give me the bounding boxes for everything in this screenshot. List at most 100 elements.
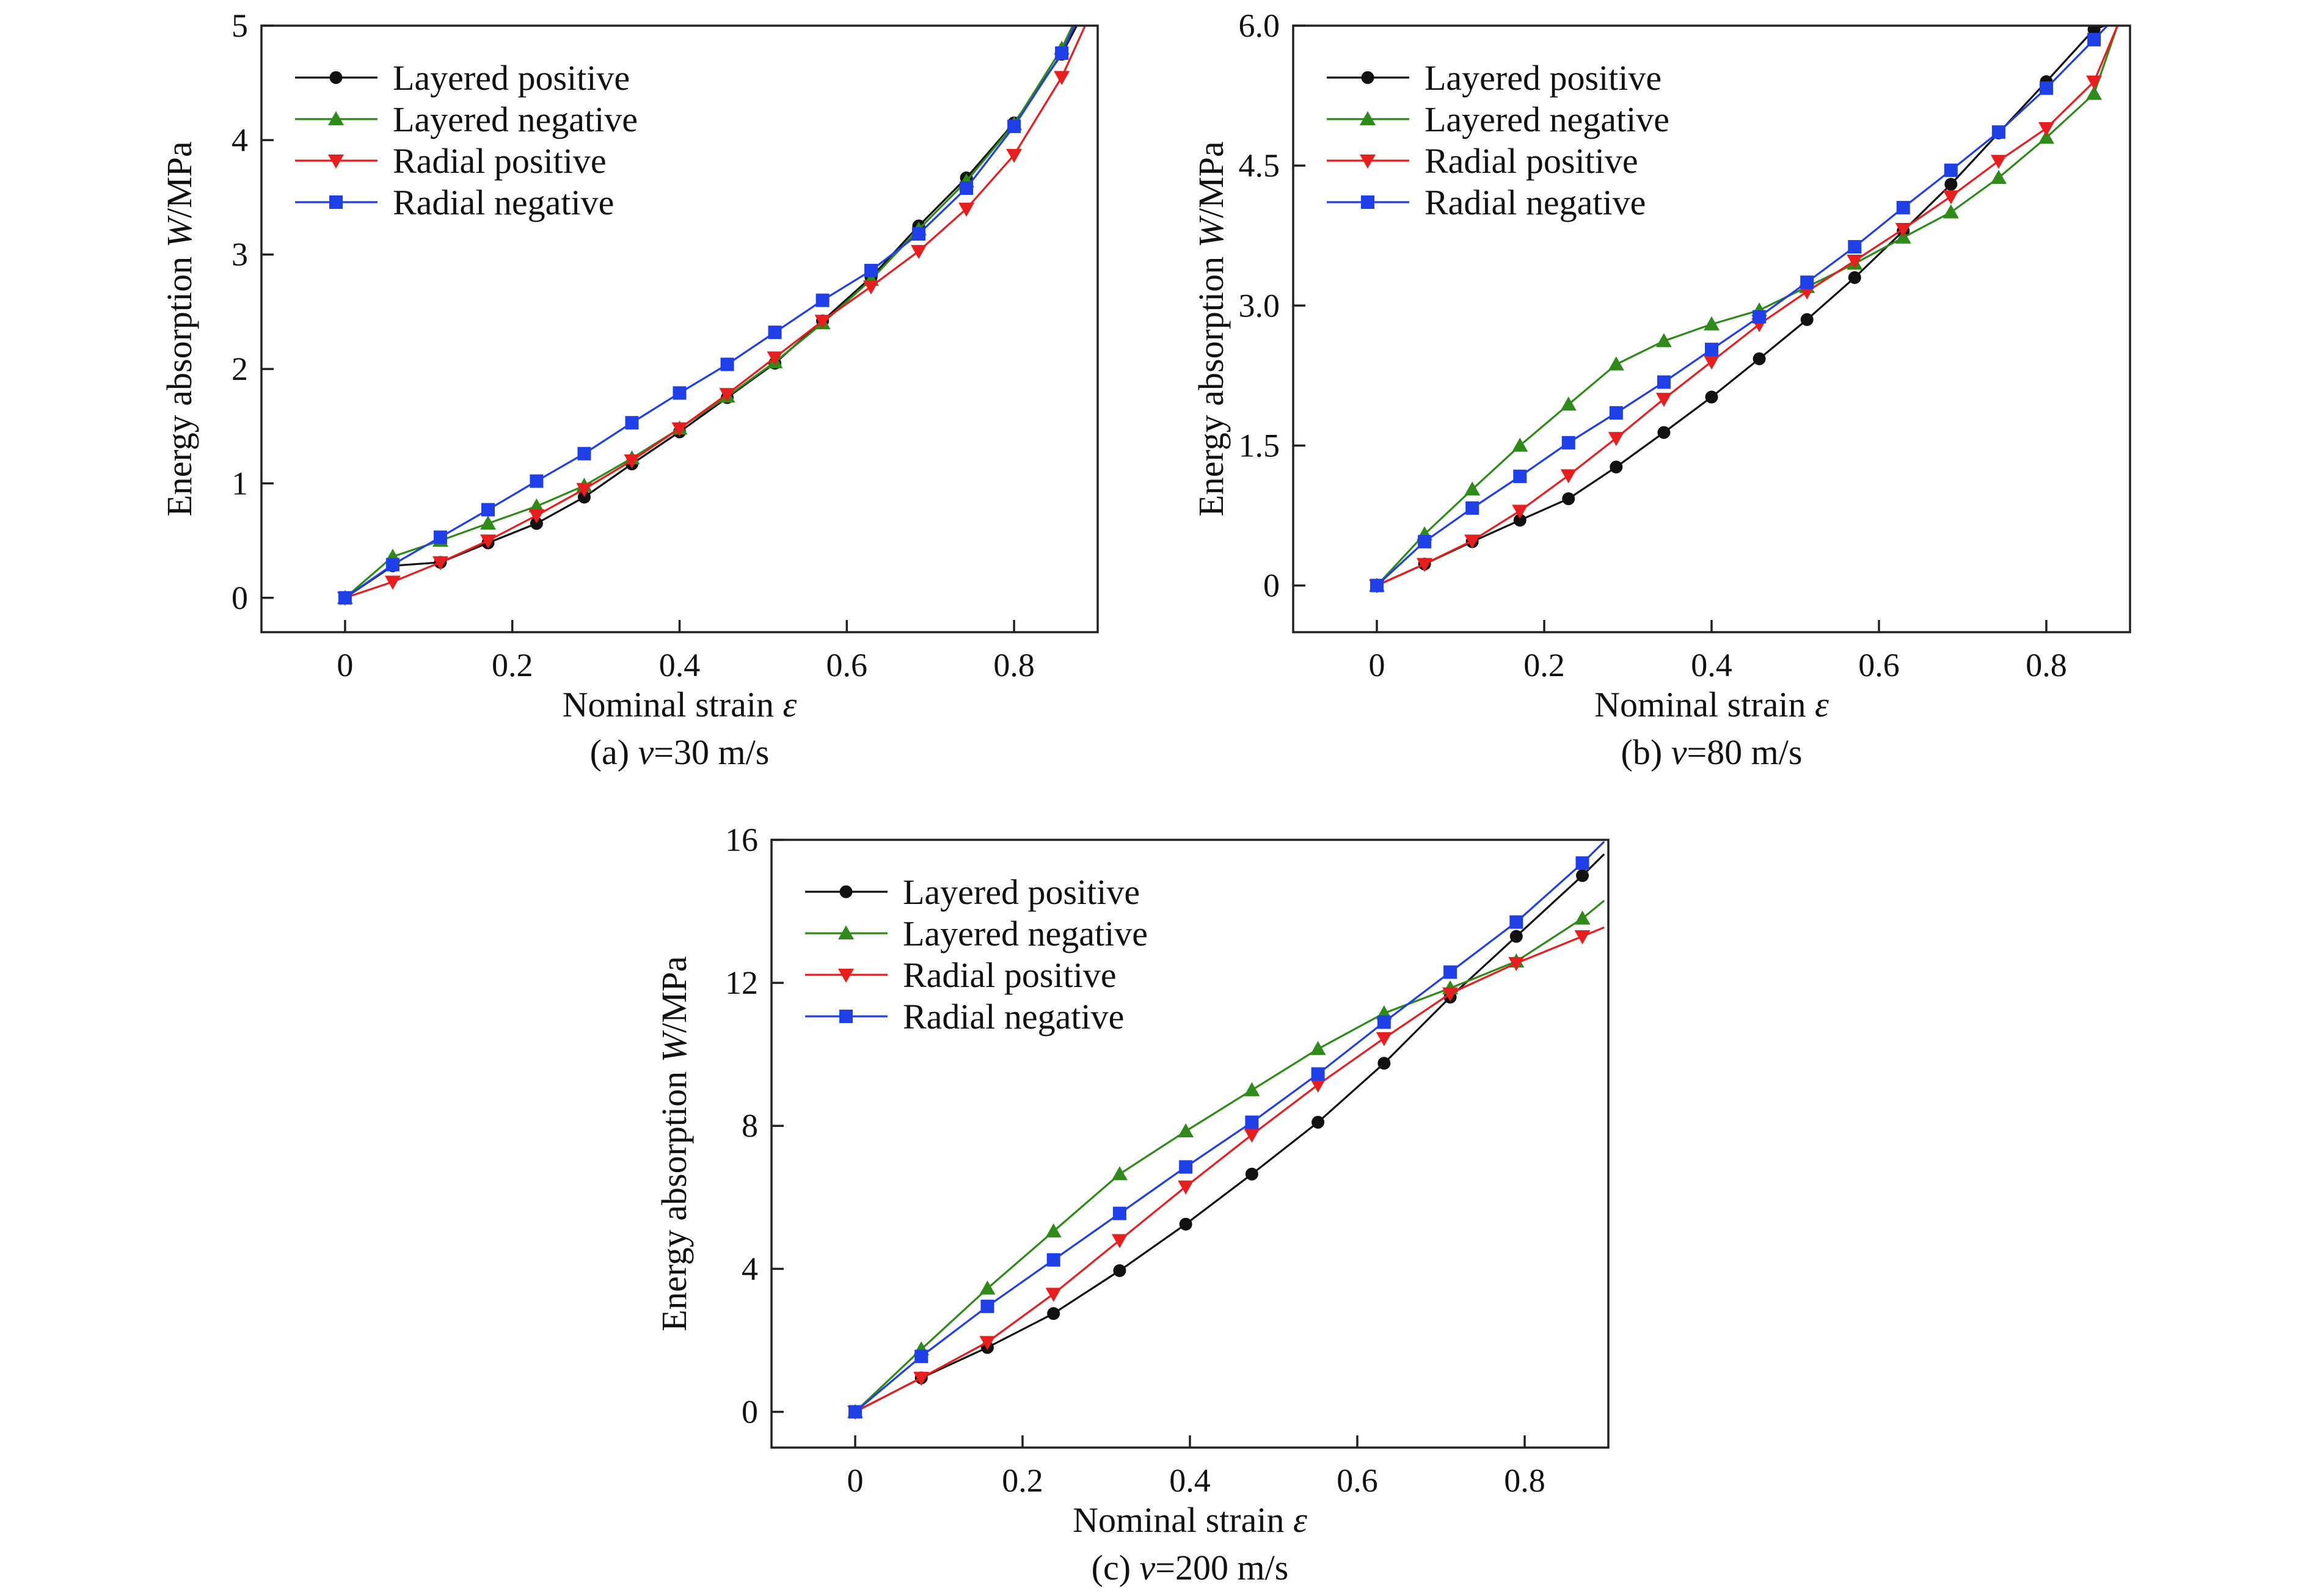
x-axis-label-var-a: ε bbox=[782, 685, 797, 724]
data-point-b-1-6 bbox=[1655, 333, 1672, 348]
data-point-c-3-11 bbox=[1575, 856, 1589, 870]
y-axis-label-var-a: W bbox=[159, 215, 199, 247]
caption-var-b: v bbox=[1671, 732, 1687, 772]
data-point-b-0-3 bbox=[1513, 514, 1527, 527]
data-point-b-3-12 bbox=[1944, 163, 1958, 177]
data-point-c-2-2 bbox=[979, 1336, 996, 1350]
data-point-b-3-15 bbox=[2087, 32, 2101, 46]
y-tick-label-a-4: 4 bbox=[232, 122, 248, 158]
data-point-a-2-13 bbox=[958, 202, 975, 217]
data-point-b-3-13 bbox=[1991, 125, 2005, 139]
y-tick-label-c-0: 0 bbox=[742, 1393, 758, 1430]
x-axis-label-text-b: Nominal strain bbox=[1594, 685, 1815, 724]
data-point-c-3-4 bbox=[1112, 1206, 1126, 1220]
data-point-a-2-1 bbox=[384, 575, 401, 590]
legend-label-a-1: Layered negative bbox=[393, 100, 638, 139]
data-point-a-3-6 bbox=[625, 416, 639, 430]
x-axis-label-var-b: ε bbox=[1815, 685, 1829, 724]
x-tick-label-b-3: 0.6 bbox=[1858, 647, 1900, 683]
y-axis-label-c: Energy absorption W/MPa bbox=[654, 956, 694, 1331]
y-axis-label-unit-a: /MPa bbox=[159, 141, 199, 218]
y-tick-label-a-3: 3 bbox=[232, 236, 248, 273]
legend-marker-b-0 bbox=[1361, 71, 1374, 84]
y-axis-label-var-b: W bbox=[1191, 215, 1231, 247]
data-point-a-3-8 bbox=[720, 357, 734, 371]
legend-label-b-2: Radial positive bbox=[1424, 141, 1638, 181]
data-point-a-0-5 bbox=[577, 490, 591, 504]
y-axis-label-unit-b: /MPa bbox=[1191, 141, 1231, 218]
data-point-c-2-5 bbox=[1178, 1180, 1194, 1195]
data-point-c-3-0 bbox=[848, 1405, 862, 1419]
data-point-c-0-11 bbox=[1576, 869, 1589, 883]
data-point-a-2-4 bbox=[528, 509, 545, 523]
data-point-b-3-11 bbox=[1896, 200, 1910, 214]
data-point-b-3-14 bbox=[2040, 81, 2053, 95]
data-point-c-1-3 bbox=[1045, 1223, 1062, 1237]
caption-prefix-c: (c) bbox=[1092, 1548, 1140, 1587]
data-point-c-3-7 bbox=[1311, 1067, 1325, 1081]
data-point-b-0-5 bbox=[1610, 461, 1623, 474]
data-point-c-0-7 bbox=[1311, 1115, 1325, 1129]
y-tick-label-a-0: 0 bbox=[232, 580, 248, 616]
panel-a-series bbox=[337, 26, 1086, 606]
data-point-a-1-4 bbox=[528, 498, 545, 512]
data-point-c-3-9 bbox=[1443, 965, 1457, 979]
y-axis-label-unit-c: /MPa bbox=[654, 956, 694, 1033]
legend-marker-c-1 bbox=[838, 925, 854, 939]
x-tick-label-b-1: 0.2 bbox=[1523, 647, 1565, 683]
y-axis-label-text-c: Energy absorption bbox=[654, 1062, 694, 1331]
data-point-c-1-2 bbox=[979, 1280, 996, 1295]
legend-marker-c-3 bbox=[839, 1010, 853, 1023]
y-tick-label-b-4: 6.0 bbox=[1239, 7, 1280, 44]
data-point-a-2-2 bbox=[432, 556, 448, 570]
legend-label-c-1: Layered negative bbox=[903, 914, 1148, 953]
y-tick-label-c-4: 16 bbox=[725, 822, 758, 858]
data-point-c-0-3 bbox=[1047, 1307, 1060, 1321]
data-point-c-2-9 bbox=[1442, 987, 1459, 1002]
data-point-b-1-7 bbox=[1704, 316, 1720, 330]
data-point-a-0-4 bbox=[530, 517, 543, 530]
data-point-a-2-12 bbox=[911, 245, 927, 260]
data-point-b-2-3 bbox=[1512, 505, 1528, 519]
legend-marker-b-3 bbox=[1361, 195, 1374, 209]
data-point-a-3-9 bbox=[768, 326, 782, 340]
x-tick-label-a-0: 0 bbox=[337, 647, 353, 683]
legend-label-b-0: Layered positive bbox=[1424, 58, 1662, 98]
x-axis-label-c: Nominal strain ε bbox=[1073, 1500, 1307, 1540]
x-tick-label-b-2: 0.4 bbox=[1691, 647, 1732, 683]
x-axis-label-text-a: Nominal strain bbox=[563, 685, 783, 724]
y-tick-label-c-2: 8 bbox=[742, 1107, 758, 1144]
data-point-b-3-3 bbox=[1513, 469, 1527, 483]
y-tick-label-b-1: 1.5 bbox=[1239, 427, 1280, 464]
axis-frame-a bbox=[260, 24, 1099, 633]
data-point-c-0-5 bbox=[1179, 1217, 1192, 1231]
x-axis-label-var-c: ε bbox=[1293, 1500, 1307, 1540]
data-point-b-3-2 bbox=[1465, 501, 1479, 515]
caption-rest-a: =30 m/s bbox=[654, 732, 769, 772]
data-point-b-1-3 bbox=[1512, 437, 1528, 452]
data-point-b-2-15 bbox=[2086, 75, 2103, 90]
data-point-b-3-4 bbox=[1561, 435, 1575, 450]
legend-label-a-3: Radial negative bbox=[393, 183, 614, 222]
data-point-a-1-3 bbox=[480, 516, 496, 530]
legend-marker-a-0 bbox=[329, 71, 343, 84]
legend-marker-a-3 bbox=[329, 195, 343, 209]
data-point-b-2-14 bbox=[2038, 122, 2054, 137]
caption-var-c: v bbox=[1140, 1548, 1156, 1587]
legend-label-a-0: Layered positive bbox=[393, 58, 630, 98]
data-point-a-2-14 bbox=[1006, 148, 1023, 163]
data-point-b-0-9 bbox=[1800, 313, 1814, 326]
legend-marker-b-1 bbox=[1360, 111, 1376, 125]
data-point-a-3-2 bbox=[433, 530, 447, 544]
y-axis-label-b: Energy absorption W/MPa bbox=[1191, 141, 1231, 516]
data-point-c-0-8 bbox=[1377, 1057, 1391, 1070]
data-point-a-3-7 bbox=[673, 386, 687, 400]
data-point-b-3-1 bbox=[1418, 534, 1432, 548]
data-point-a-2-5 bbox=[576, 483, 593, 497]
panel-caption-c: (c) v=200 m/s bbox=[1092, 1548, 1289, 1587]
data-point-a-2-8 bbox=[719, 388, 735, 403]
